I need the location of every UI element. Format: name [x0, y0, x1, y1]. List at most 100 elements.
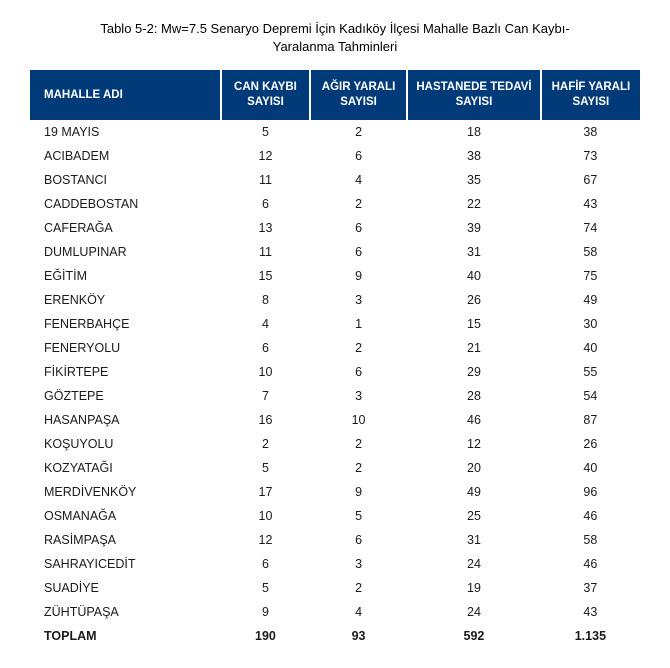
cell-value: 46: [541, 552, 640, 576]
cell-mahalle-name: MERDİVENKÖY: [30, 480, 221, 504]
cell-value: 6: [310, 216, 407, 240]
cell-mahalle-name: FENERBAHÇE: [30, 312, 221, 336]
cell-value: 15: [221, 264, 310, 288]
cell-value: 18: [407, 120, 541, 144]
cell-value: 17: [221, 480, 310, 504]
cell-value: 13: [221, 216, 310, 240]
table-row: FENERBAHÇE411530: [30, 312, 640, 336]
cell-value: 40: [541, 336, 640, 360]
cell-value: 3: [310, 288, 407, 312]
cell-total-value: 592: [407, 624, 541, 648]
cell-value: 8: [221, 288, 310, 312]
cell-value: 35: [407, 168, 541, 192]
cell-value: 2: [310, 192, 407, 216]
table-row: FİKİRTEPE1062955: [30, 360, 640, 384]
cell-value: 1: [310, 312, 407, 336]
casualty-table: MAHALLE ADI CAN KAYBI SAYISI AĞIR YARALI…: [30, 70, 640, 648]
cell-value: 46: [541, 504, 640, 528]
cell-value: 2: [221, 432, 310, 456]
cell-value: 3: [310, 384, 407, 408]
cell-value: 2: [310, 432, 407, 456]
table-row: OSMANAĞA1052546: [30, 504, 640, 528]
cell-mahalle-name: SAHRAYICEDİT: [30, 552, 221, 576]
cell-value: 2: [310, 336, 407, 360]
cell-value: 19: [407, 576, 541, 600]
cell-value: 6: [221, 192, 310, 216]
cell-value: 2: [310, 120, 407, 144]
table-row: KOŞUYOLU221226: [30, 432, 640, 456]
col-mahalle: MAHALLE ADI: [30, 70, 221, 120]
cell-value: 37: [541, 576, 640, 600]
table-total-row: TOPLAM190935921.135: [30, 624, 640, 648]
cell-total-value: 93: [310, 624, 407, 648]
cell-value: 3: [310, 552, 407, 576]
table-row: ACIBADEM1263873: [30, 144, 640, 168]
cell-value: 49: [407, 480, 541, 504]
cell-value: 4: [221, 312, 310, 336]
cell-value: 40: [541, 456, 640, 480]
cell-mahalle-name: ACIBADEM: [30, 144, 221, 168]
cell-value: 12: [221, 528, 310, 552]
cell-value: 24: [407, 552, 541, 576]
cell-mahalle-name: CAFERAĞA: [30, 216, 221, 240]
cell-value: 2: [310, 576, 407, 600]
cell-value: 40: [407, 264, 541, 288]
cell-value: 6: [221, 552, 310, 576]
cell-value: 15: [407, 312, 541, 336]
cell-value: 31: [407, 528, 541, 552]
table-row: CAFERAĞA1363974: [30, 216, 640, 240]
cell-value: 6: [310, 528, 407, 552]
cell-value: 4: [310, 168, 407, 192]
cell-value: 31: [407, 240, 541, 264]
table-row: ZÜHTÜPAŞA942443: [30, 600, 640, 624]
cell-total-value: 1.135: [541, 624, 640, 648]
cell-mahalle-name: OSMANAĞA: [30, 504, 221, 528]
col-hafif-yarali: HAFİF YARALI SAYISI: [541, 70, 640, 120]
cell-value: 43: [541, 192, 640, 216]
cell-value: 5: [221, 120, 310, 144]
cell-value: 11: [221, 240, 310, 264]
cell-mahalle-name: EĞİTİM: [30, 264, 221, 288]
cell-value: 30: [541, 312, 640, 336]
cell-value: 73: [541, 144, 640, 168]
cell-value: 49: [541, 288, 640, 312]
col-hastane: HASTANEDE TEDAVİ SAYISI: [407, 70, 541, 120]
cell-value: 58: [541, 528, 640, 552]
cell-mahalle-name: RASİMPAŞA: [30, 528, 221, 552]
cell-value: 9: [310, 264, 407, 288]
cell-mahalle-name: ERENKÖY: [30, 288, 221, 312]
cell-value: 21: [407, 336, 541, 360]
cell-value: 9: [310, 480, 407, 504]
cell-value: 16: [221, 408, 310, 432]
table-row: 19 MAYIS521838: [30, 120, 640, 144]
cell-mahalle-name: HASANPAŞA: [30, 408, 221, 432]
cell-value: 9: [221, 600, 310, 624]
cell-value: 2: [310, 456, 407, 480]
cell-value: 6: [310, 360, 407, 384]
cell-value: 12: [221, 144, 310, 168]
cell-value: 5: [221, 456, 310, 480]
cell-mahalle-name: GÖZTEPE: [30, 384, 221, 408]
cell-value: 38: [407, 144, 541, 168]
cell-value: 6: [310, 144, 407, 168]
cell-value: 20: [407, 456, 541, 480]
table-row: KOZYATAĞI522040: [30, 456, 640, 480]
cell-value: 58: [541, 240, 640, 264]
cell-mahalle-name: 19 MAYIS: [30, 120, 221, 144]
cell-value: 5: [221, 576, 310, 600]
cell-value: 12: [407, 432, 541, 456]
cell-mahalle-name: ZÜHTÜPAŞA: [30, 600, 221, 624]
cell-value: 10: [310, 408, 407, 432]
cell-value: 74: [541, 216, 640, 240]
table-row: MERDİVENKÖY1794996: [30, 480, 640, 504]
cell-total-label: TOPLAM: [30, 624, 221, 648]
table-row: SAHRAYICEDİT632446: [30, 552, 640, 576]
table-row: HASANPAŞA16104687: [30, 408, 640, 432]
cell-mahalle-name: CADDEBOSTAN: [30, 192, 221, 216]
cell-value: 26: [407, 288, 541, 312]
cell-mahalle-name: FİKİRTEPE: [30, 360, 221, 384]
cell-value: 43: [541, 600, 640, 624]
cell-value: 26: [541, 432, 640, 456]
cell-value: 25: [407, 504, 541, 528]
cell-mahalle-name: KOŞUYOLU: [30, 432, 221, 456]
